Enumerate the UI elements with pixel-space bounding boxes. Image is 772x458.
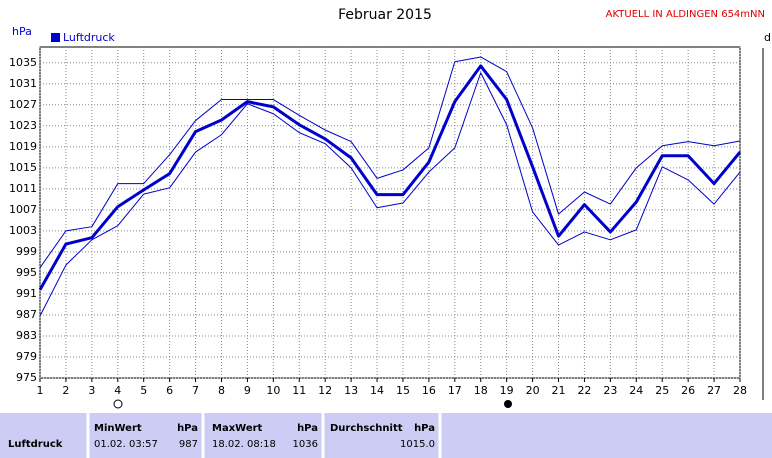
legend-label: Luftdruck — [63, 31, 115, 44]
y-tick-label: 979 — [16, 350, 37, 363]
y-tick-label: 1023 — [9, 119, 37, 132]
side-label: d — [764, 31, 771, 44]
x-tick-label: 23 — [603, 384, 617, 397]
table-header: hPa — [297, 423, 318, 434]
table: MinWert hPa MaxWert hPa Durchschnitt hPa Luftd… — [8, 413, 442, 458]
moon-new — [504, 400, 512, 408]
x-tick-label: 20 — [526, 384, 540, 397]
y-tick-label: 1031 — [9, 77, 37, 90]
x-tick-label: 4 — [114, 384, 121, 397]
table-cell: 18.02. 08:18 — [212, 439, 276, 450]
x-tick-label: 2 — [62, 384, 69, 397]
x-tick-label: 9 — [244, 384, 251, 397]
y-tick-label: 983 — [16, 329, 37, 342]
table-cell: Luftdruck — [8, 439, 63, 450]
plot-area — [39, 46, 741, 379]
x-tick-label: 10 — [266, 384, 280, 397]
moon-full — [113, 399, 123, 409]
y-tick-label: 995 — [16, 266, 37, 279]
x-tick-label: 27 — [707, 384, 721, 397]
table-header: MinWert — [94, 423, 142, 434]
x-tick-label: 13 — [344, 384, 358, 397]
table-header: hPa — [414, 423, 435, 434]
x-tick-label: 17 — [448, 384, 462, 397]
x-tick-label: 24 — [629, 384, 643, 397]
table-cell: 01.02. 03:57 — [94, 439, 158, 450]
y-tick-label: 1011 — [9, 182, 37, 195]
table-bg — [0, 413, 772, 458]
y-tick-label: 987 — [16, 308, 37, 321]
x-tick-label: 7 — [192, 384, 199, 397]
x-tick-label: 28 — [733, 384, 747, 397]
line — [39, 56, 741, 268]
subtitle: AKTUELL IN ALDINGEN 654mNN — [606, 9, 765, 20]
x-tick-label: 25 — [655, 384, 669, 397]
line — [38, 64, 742, 291]
y-tick-label: 1007 — [9, 203, 37, 216]
x-tick-label: 19 — [500, 384, 514, 397]
x-tick-label: 14 — [370, 384, 384, 397]
table-cell: 1015.0 — [400, 439, 435, 450]
table-header: MaxWert — [212, 423, 263, 434]
x-tick-label: 18 — [474, 384, 488, 397]
table-cell: 987 — [179, 439, 198, 450]
line — [39, 72, 741, 317]
y-axis-label: hPa — [12, 25, 32, 38]
table-header: Durchschnitt — [330, 423, 403, 434]
x-tick-label: 15 — [396, 384, 410, 397]
y-tick-label: 991 — [16, 287, 37, 300]
x-tick-label: 3 — [88, 384, 95, 397]
y-tick-label: 999 — [16, 245, 37, 258]
y-tick-label: 1027 — [9, 98, 37, 111]
x-tick-label: 11 — [292, 384, 306, 397]
table-header: hPa — [177, 423, 198, 434]
y-tick-label: 975 — [16, 371, 37, 384]
table-cell: 1036 — [293, 439, 318, 450]
chart-title: Februar 2015 — [338, 7, 432, 23]
y-tick-label: 1019 — [9, 140, 37, 153]
x-tick-label: 16 — [422, 384, 436, 397]
x-tick-label: 8 — [218, 384, 225, 397]
x-tick-label: 26 — [681, 384, 695, 397]
legend-swatch — [51, 33, 60, 42]
x-tick-label: 6 — [166, 384, 173, 397]
y-tick-label: 1015 — [9, 161, 37, 174]
y-tick-label: 1003 — [9, 224, 37, 237]
x-tick-label: 12 — [318, 384, 332, 397]
x-tick-label: 5 — [140, 384, 147, 397]
x-tick-label: 1 — [37, 384, 44, 397]
x-tick-label: 21 — [552, 384, 566, 397]
y-tick-label: 1035 — [9, 56, 37, 69]
x-tick-label: 22 — [577, 384, 591, 397]
